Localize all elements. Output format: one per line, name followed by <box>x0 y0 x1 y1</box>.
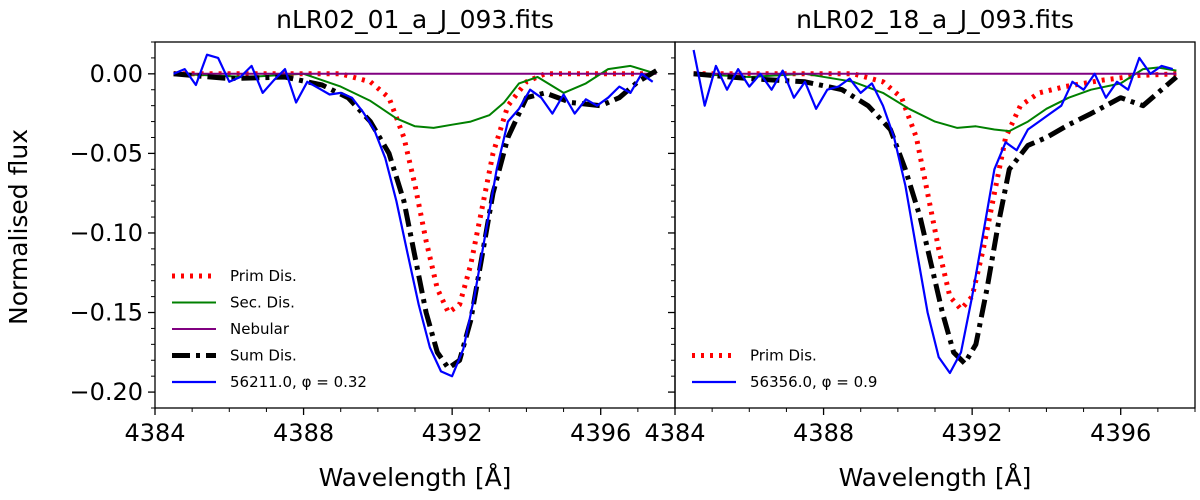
legend-label-obs: 56356.0, φ = 0.9 <box>750 373 877 391</box>
series-line-sum <box>693 71 1179 366</box>
legend-label-sec: Sec. Dis. <box>230 294 295 312</box>
series-line-sec <box>693 66 1177 133</box>
x-tick-label: 4392 <box>422 419 483 447</box>
y-axis-label: Normalised flux <box>4 129 33 325</box>
y-tick-label: 0.00 <box>90 60 143 88</box>
panel-1-plot: 4384 4388 4392 4396 0.00 −0.05 −0.10 −0.15 −0.20… <box>69 41 676 447</box>
x-tick-label: 4388 <box>793 419 854 447</box>
series-group <box>173 53 658 378</box>
panel-1-x-axis-label: Wavelength [Å] <box>319 463 512 492</box>
panel-2-x-axis-label: Wavelength [Å] <box>839 463 1032 492</box>
y-tick-label: −0.05 <box>69 139 143 167</box>
x-tick-label: 4384 <box>124 419 185 447</box>
series-line-sec <box>173 64 657 129</box>
series-line-obs <box>173 53 654 378</box>
series-group <box>692 49 1179 375</box>
legend-label-obs: 56211.0, φ = 0.32 <box>230 373 367 391</box>
panel-2-title: nLR02_18_a_J_093.fits <box>796 5 1074 34</box>
x-tick-label: 4392 <box>942 419 1003 447</box>
y-tick-label: −0.15 <box>69 299 143 327</box>
panel-2-plot: 4384 4388 4392 4396 Prim Dis. 56356.0, φ = 0.… <box>644 41 1196 447</box>
x-tick-label: 4396 <box>570 419 631 447</box>
series-line-sum <box>173 68 658 371</box>
x-tick-label: 4384 <box>644 419 705 447</box>
series-line-obs <box>692 49 1174 375</box>
y-tick-label: −0.20 <box>69 378 143 406</box>
legend-label-prim: Prim Dis. <box>230 267 297 285</box>
legend: Prim Dis. Sec. Dis. Nebular Sum Dis. 56211.0… <box>172 267 367 391</box>
panel-1-title: nLR02_01_a_J_093.fits <box>276 5 554 34</box>
legend-label-sum: Sum Dis. <box>230 347 297 365</box>
x-tick-label: 4396 <box>1090 419 1151 447</box>
y-tick-label: −0.10 <box>69 219 143 247</box>
x-tick-label: 4388 <box>273 419 334 447</box>
legend-label-prim: Prim Dis. <box>750 347 817 365</box>
legend: Prim Dis. 56356.0, φ = 0.9 <box>692 347 877 391</box>
legend-label-nebular: Nebular <box>230 320 290 338</box>
